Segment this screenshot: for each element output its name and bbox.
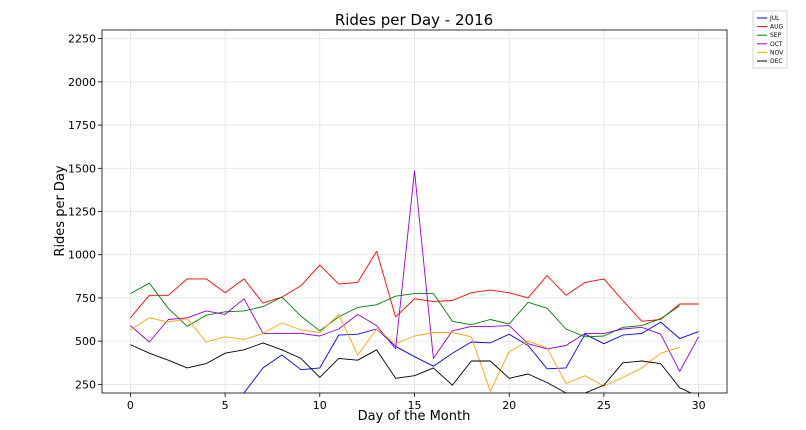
x-tick-label: 25 bbox=[597, 399, 611, 412]
x-tick-label: 5 bbox=[222, 399, 229, 412]
y-tick-label: 1250 bbox=[68, 206, 96, 219]
x-tick-label: 15 bbox=[408, 399, 422, 412]
series-line-jul bbox=[243, 321, 699, 393]
legend-label-dec: DEC bbox=[770, 58, 783, 65]
y-tick-label: 2000 bbox=[68, 76, 96, 89]
x-tick-label: 0 bbox=[127, 399, 134, 412]
series-line-oct bbox=[130, 170, 699, 372]
y-tick-label: 250 bbox=[75, 378, 96, 391]
x-axis-label: Day of the Month bbox=[358, 409, 471, 424]
y-tick-label: 2250 bbox=[68, 33, 96, 46]
legend-label-jul: JUL bbox=[769, 15, 780, 22]
legend-label-aug: AUG bbox=[770, 24, 783, 31]
series-line-dec bbox=[130, 342, 693, 393]
grid bbox=[102, 30, 727, 393]
x-tick-label: 10 bbox=[313, 399, 327, 412]
chart-title: Rides per Day - 2016 bbox=[335, 11, 493, 29]
y-axis-label: Rides per Day bbox=[53, 165, 68, 257]
y-tick-label: 1750 bbox=[68, 119, 96, 132]
legend-label-nov: NOV bbox=[770, 49, 784, 56]
y-tick-label: 750 bbox=[75, 292, 96, 305]
legend-label-sep: SEP bbox=[770, 32, 782, 39]
x-axis-ticks: 0 5 10 15 20 25 30 bbox=[127, 393, 706, 412]
legend-box bbox=[752, 10, 788, 69]
x-tick-label: 20 bbox=[502, 399, 516, 412]
x-tick-label: 30 bbox=[692, 399, 706, 412]
y-tick-label: 500 bbox=[75, 335, 96, 348]
series-line-aug bbox=[130, 250, 699, 322]
y-axis-ticks: 250 500 750 1000 1250 1500 1750 2000 2250 bbox=[68, 33, 102, 391]
legend-label-oct: OCT bbox=[770, 41, 783, 48]
series-group bbox=[130, 170, 699, 393]
series-line-nov bbox=[130, 313, 680, 392]
y-tick-label: 1000 bbox=[68, 249, 96, 262]
y-tick-label: 1500 bbox=[68, 162, 96, 175]
series-line-sep bbox=[130, 282, 680, 338]
